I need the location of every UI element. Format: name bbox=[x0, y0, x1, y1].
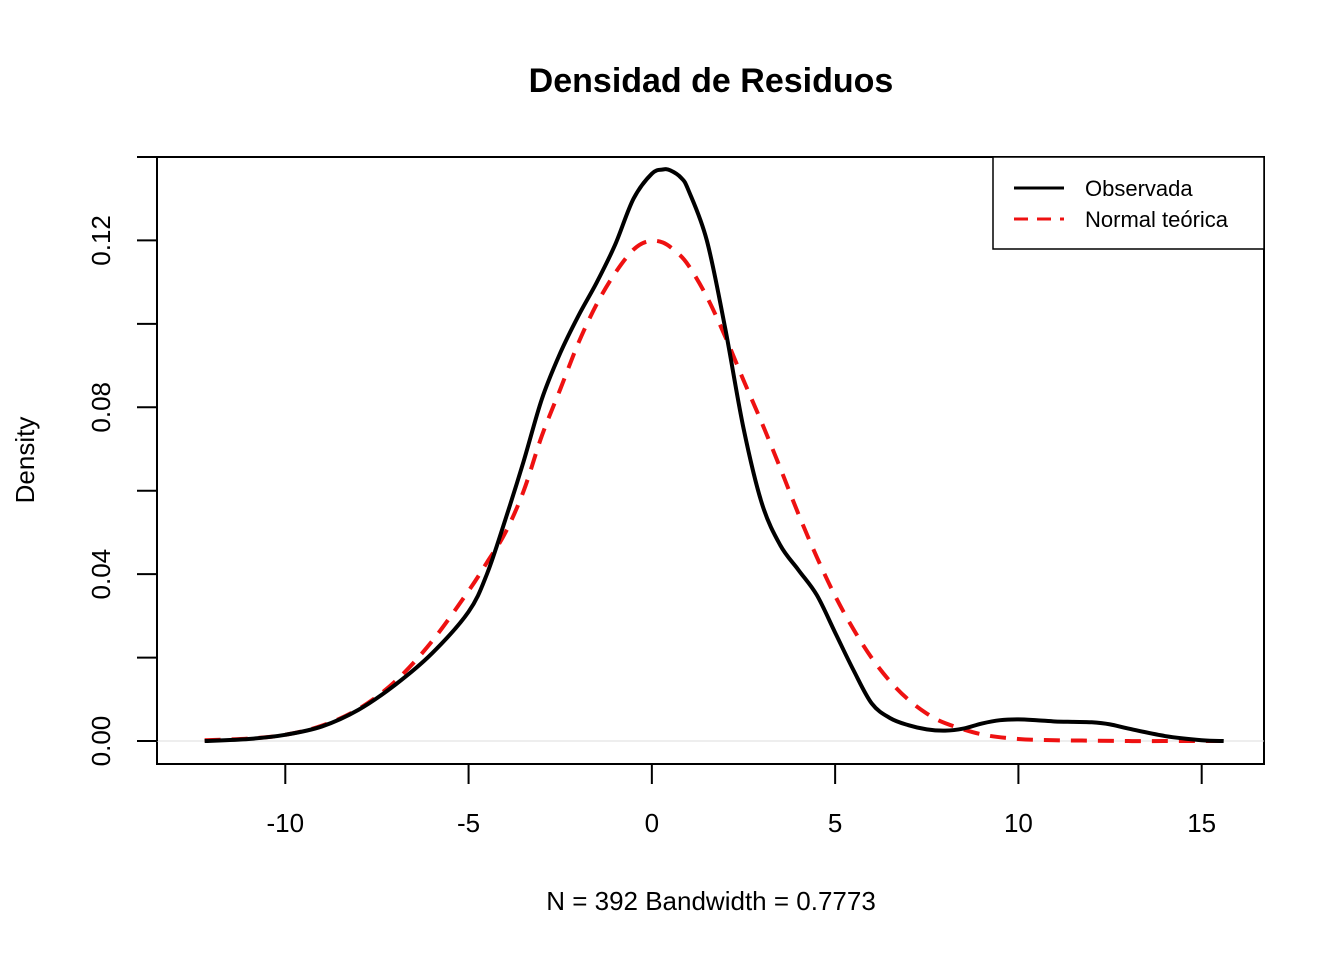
legend: Observada Normal teórica bbox=[992, 156, 1265, 250]
x-tick-label: 10 bbox=[1004, 808, 1033, 838]
y-tick-label: 0.08 bbox=[86, 382, 116, 433]
legend-label-observada: Observada bbox=[1085, 176, 1193, 201]
legend-label-normal-teorica: Normal teórica bbox=[1085, 207, 1229, 232]
y-tick-label: 0.04 bbox=[86, 549, 116, 600]
legend-box bbox=[992, 156, 1265, 250]
y-axis: 0.00 0.04 0.08 0.12 bbox=[86, 156, 158, 767]
series-line-observada bbox=[204, 167, 1224, 744]
x-tick-label: 5 bbox=[828, 808, 842, 838]
x-axis: -10 -5 0 5 10 15 bbox=[267, 763, 1216, 838]
y-tick-label: 0.12 bbox=[86, 215, 116, 266]
y-axis-label: Density bbox=[10, 417, 40, 504]
x-tick-label: -5 bbox=[457, 808, 480, 838]
series-layer bbox=[204, 167, 1224, 744]
x-tick-label: -10 bbox=[267, 808, 305, 838]
y-tick-label: 0.00 bbox=[86, 716, 116, 767]
x-tick-label: 15 bbox=[1187, 808, 1216, 838]
chart-title: Densidad de Residuos bbox=[529, 62, 894, 100]
x-tick-label: 0 bbox=[645, 808, 659, 838]
series-line-normal-teorica bbox=[204, 238, 1224, 744]
x-axis-label: N = 392 Bandwidth = 0.7773 bbox=[546, 886, 876, 916]
